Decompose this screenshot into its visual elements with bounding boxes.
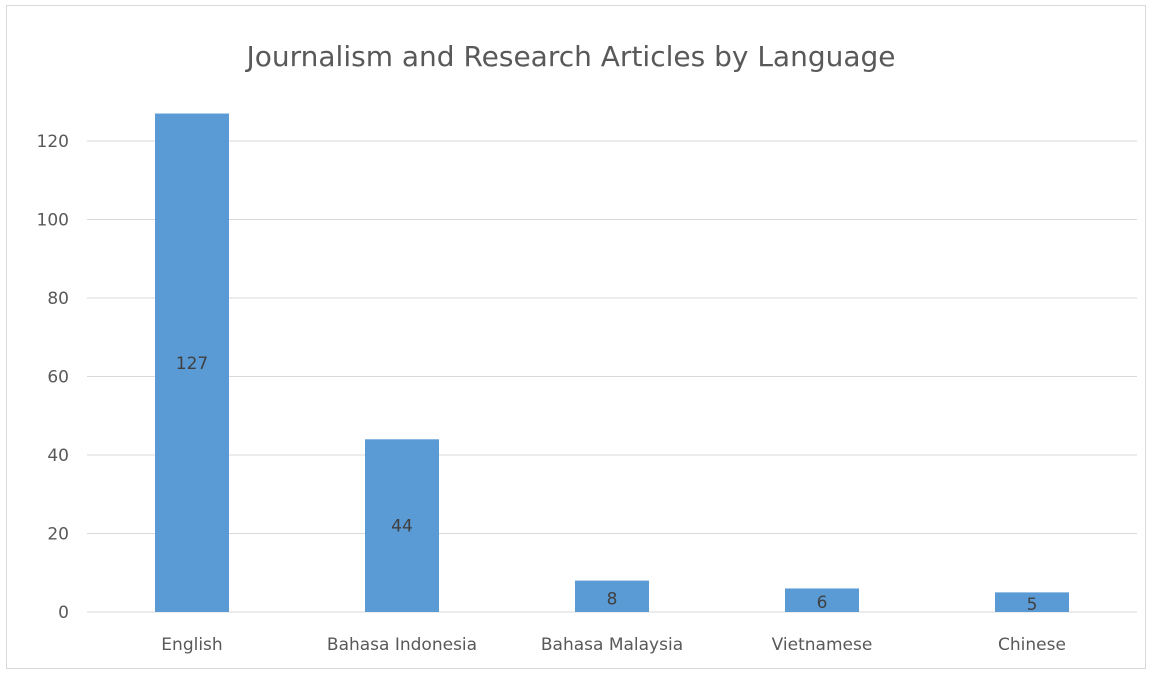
data-label: 6	[817, 593, 828, 613]
x-axis-ticks: English Bahasa Indonesia Bahasa Malaysia Vi…	[161, 635, 1066, 655]
gridlines	[87, 140, 1137, 613]
bar	[155, 113, 229, 613]
x-tick-label: Bahasa Indonesia	[327, 635, 477, 655]
y-tick-label: 60	[47, 368, 69, 388]
y-tick-label: 80	[47, 289, 69, 309]
bar	[575, 580, 649, 612]
data-label: 127	[176, 354, 208, 374]
bar	[365, 439, 439, 612]
y-tick-label: 100	[37, 211, 69, 231]
y-axis-ticks: 0 20 40 60 80 100 120	[37, 132, 69, 623]
bars	[155, 113, 1069, 613]
x-tick-label: Bahasa Malaysia	[541, 635, 683, 655]
data-labels: 127 44 8 6 5	[176, 354, 1038, 615]
data-label: 8	[607, 589, 618, 609]
chart-title: Journalism and Research Articles by Lang…	[244, 40, 895, 73]
data-label: 44	[391, 517, 413, 537]
x-tick-label: English	[161, 635, 222, 655]
chart-frame	[6, 5, 1146, 669]
x-tick-label: Chinese	[998, 635, 1066, 655]
y-tick-label: 40	[47, 446, 69, 466]
y-tick-label: 0	[58, 603, 69, 623]
x-tick-label: Vietnamese	[772, 635, 873, 655]
data-label: 5	[1027, 595, 1038, 615]
bar	[785, 588, 859, 612]
bar	[995, 592, 1069, 612]
y-tick-label: 120	[37, 132, 69, 152]
y-tick-label: 20	[47, 525, 69, 545]
